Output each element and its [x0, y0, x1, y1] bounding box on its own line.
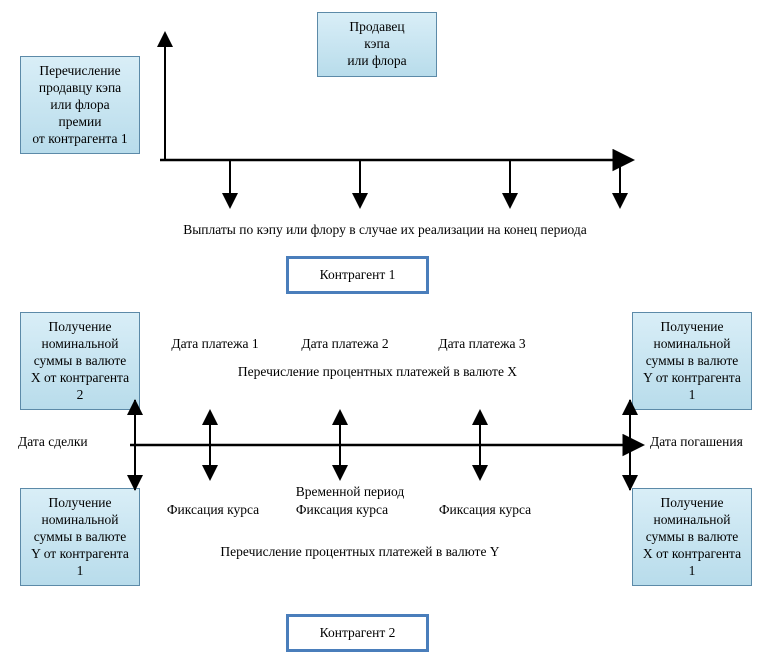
counterparty1-box: Контрагент 1 [286, 256, 429, 294]
seller-text: Продавец кэпа или флора [347, 19, 406, 68]
repay-date: Дата погашения [650, 434, 760, 451]
date-pay1: Дата платежа 1 [165, 336, 265, 353]
time-period: Временной период [285, 484, 415, 501]
interest-x: Перечисление процентных платежей в валют… [210, 364, 545, 381]
deal-date: Дата сделки [18, 434, 128, 451]
premium-text: Перечисление продавцу кэпа или флора пре… [32, 63, 127, 146]
counterparty2-box: Контрагент 2 [286, 614, 429, 652]
fix3: Фиксация курса [430, 502, 540, 519]
recv-y-from1-left-box: Получение номинальной суммы в валюте Y о… [20, 488, 140, 586]
date-pay3: Дата платежа 3 [432, 336, 532, 353]
recv-x-from1-box: Получение номинальной суммы в валюте X о… [632, 488, 752, 586]
premium-box: Перечисление продавцу кэпа или флора пре… [20, 56, 140, 154]
payouts-label: Выплаты по кэпу или флору в случае их ре… [140, 222, 630, 239]
fix1: Фиксация курса [158, 502, 268, 519]
fix2: Фиксация курса [287, 502, 397, 519]
recv-y-from1-right-box: Получение номинальной суммы в валюте Y о… [632, 312, 752, 410]
interest-y: Перечисление процентных платежей в валют… [160, 544, 560, 561]
seller-box: Продавец кэпа или флора [317, 12, 437, 77]
recv-x-from2-box: Получение номинальной суммы в валюте X о… [20, 312, 140, 410]
date-pay2: Дата платежа 2 [295, 336, 395, 353]
